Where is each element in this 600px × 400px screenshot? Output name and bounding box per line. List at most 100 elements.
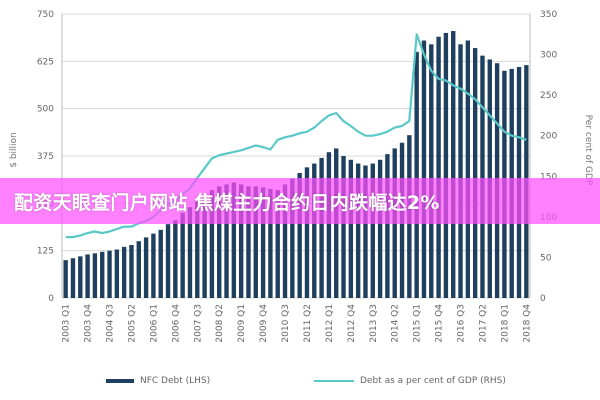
x-tick-label: 2008 Q2 — [215, 304, 225, 343]
bar — [238, 184, 244, 298]
bar — [312, 163, 317, 298]
x-tick-label: 2004 Q3 — [106, 304, 116, 343]
x-tick-label: 2014 Q2 — [391, 304, 401, 343]
bar — [268, 188, 273, 298]
bar — [429, 44, 434, 298]
left-tick-label: 500 — [37, 105, 54, 115]
right-tick-label: 0 — [540, 294, 546, 304]
x-tick-label: 2009 Q4 — [259, 304, 269, 343]
bar — [472, 48, 478, 298]
bar — [363, 165, 368, 298]
bar — [275, 190, 280, 298]
bar — [158, 229, 163, 298]
bar — [458, 44, 463, 298]
bar — [290, 178, 295, 298]
overlay-banner: 配资天眼查门户网站 焦煤主力合约日内跌幅达2% — [0, 178, 600, 224]
right-tick-label: 350 — [540, 10, 557, 20]
bar — [326, 152, 332, 298]
bar — [165, 224, 171, 298]
bar — [348, 159, 354, 298]
bar-series — [63, 31, 529, 299]
bar — [297, 173, 302, 298]
bar — [173, 220, 178, 298]
bar — [260, 187, 266, 298]
bar — [85, 254, 90, 298]
x-tick-label: 2005 Q2 — [128, 304, 138, 343]
bar — [195, 201, 200, 298]
x-tick-label: 2010 Q3 — [281, 304, 291, 343]
legend-label-nfc-debt: NFC Debt (LHS) — [140, 376, 211, 386]
bar — [121, 246, 127, 298]
x-tick-label: 2013 Q3 — [369, 304, 379, 343]
x-tick-label: 2012 Q4 — [347, 304, 357, 343]
x-tick-label: 2015 Q1 — [413, 304, 423, 343]
right-tick-label: 150 — [540, 172, 557, 182]
bar — [319, 157, 324, 298]
right-axis-title: Per cent of GDP — [583, 115, 593, 186]
right-tick-label: 50 — [540, 253, 552, 263]
right-tick-label: 250 — [540, 91, 557, 101]
left-tick-label: 0 — [48, 294, 54, 304]
legend-swatch-bar — [106, 379, 134, 383]
bar — [70, 258, 76, 298]
x-tick-label: 2003 Q4 — [84, 304, 94, 343]
bar — [78, 256, 83, 298]
bar — [451, 31, 456, 298]
x-tick-label: 2017 Q2 — [479, 304, 489, 343]
legend-item-nfc-debt: NFC Debt (LHS) — [106, 372, 210, 390]
left-tick-label: 375 — [37, 152, 54, 162]
legend-swatch-line — [314, 380, 354, 382]
bar — [151, 233, 156, 298]
bar — [136, 241, 141, 298]
bar — [355, 163, 361, 298]
bar — [180, 212, 185, 298]
bar — [107, 250, 112, 298]
bar — [377, 159, 383, 298]
bar — [341, 156, 346, 298]
left-tick-label: 625 — [37, 57, 54, 67]
bar — [209, 190, 215, 298]
left-axis-ticks: 0125250375500625750 — [37, 10, 54, 304]
x-tick-label: 2007 Q3 — [193, 304, 203, 343]
x-tick-label: 2018 Q1 — [500, 304, 510, 343]
bar — [304, 167, 310, 298]
x-tick-label: 2006 Q1 — [149, 304, 159, 343]
bar — [253, 186, 258, 298]
x-tick-label: 2016 Q3 — [457, 304, 467, 343]
legend-label-debt-gdp: Debt as a per cent of GDP (RHS) — [360, 376, 506, 386]
legend: NFC Debt (LHS) Debt as a per cent of GDP… — [100, 372, 560, 390]
bar — [100, 251, 105, 298]
bar — [480, 55, 485, 298]
x-tick-label: 2006 Q4 — [171, 304, 181, 343]
bar — [385, 154, 390, 298]
bar — [443, 32, 449, 298]
bar — [370, 163, 375, 298]
bar — [92, 253, 98, 298]
right-axis-ticks: 050100150200250300350 — [540, 10, 557, 304]
legend-item-debt-gdp: Debt as a per cent of GDP (RHS) — [314, 372, 506, 390]
banner-text: 配资天眼查门户网站 焦煤主力合约日内跌幅达2% — [14, 191, 440, 214]
bar — [414, 51, 419, 298]
x-tick-label: 2011 Q2 — [303, 304, 313, 343]
bar — [436, 36, 441, 298]
bar — [217, 186, 222, 298]
bar — [143, 237, 149, 298]
x-tick-label: 2018 Q4 — [522, 304, 532, 343]
left-tick-label: 750 — [37, 10, 54, 20]
x-axis-ticks: 2003 Q1 2003 Q4 2004 Q3 2005 Q2 2006 Q1 2006 … — [62, 304, 533, 343]
left-axis-title: $ billion — [9, 132, 19, 168]
bar — [202, 195, 207, 298]
bar — [129, 244, 134, 298]
right-tick-label: 300 — [540, 51, 557, 61]
bar — [231, 182, 237, 298]
bar — [114, 249, 120, 298]
bar — [421, 40, 427, 299]
x-tick-label: 2012 Q1 — [325, 304, 335, 343]
left-tick-label: 125 — [37, 247, 54, 257]
x-tick-label: 2015 Q4 — [435, 304, 445, 343]
bar — [187, 207, 193, 298]
x-tick-label: 2009 Q1 — [237, 304, 247, 343]
bar — [246, 186, 251, 298]
bar — [224, 184, 229, 298]
x-tick-label: 2003 Q1 — [62, 304, 72, 343]
